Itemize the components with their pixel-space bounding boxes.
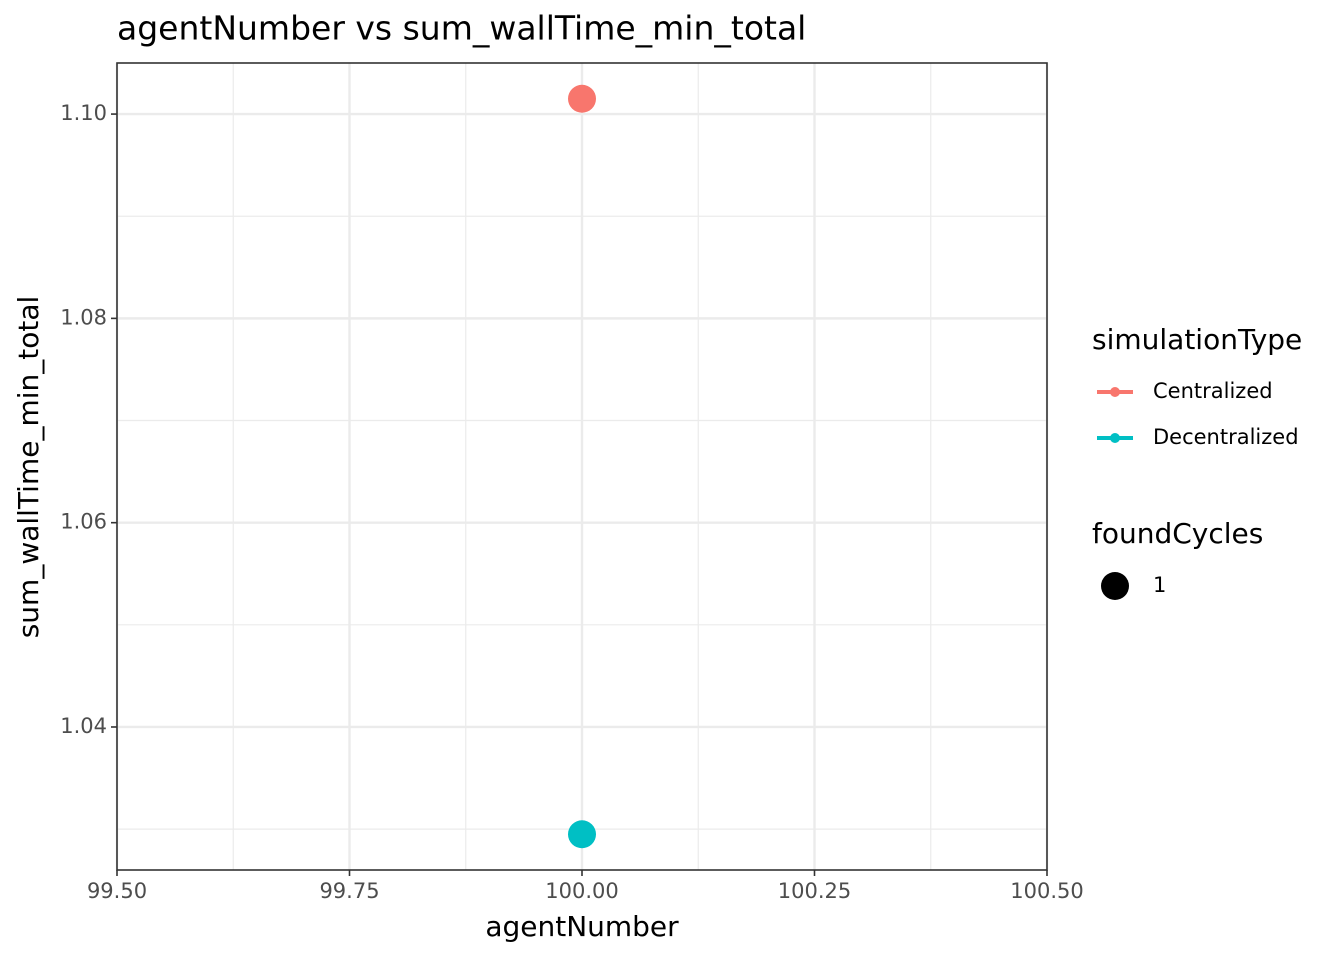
legend-key-point [1110,387,1120,397]
x-axis-label: agentNumber [485,910,679,943]
point [568,84,596,113]
legend-key-point [1110,433,1120,443]
y-tick-label: 1.04 [60,714,107,738]
grid [115,63,1049,870]
axes: 99.50 99.75 100.00 100.25 100.50 1.04 1.06 1.08… [60,101,1084,903]
x-tick-label: 100.00 [545,879,618,903]
legend: simulationType Centralized Decentralized fo… [1092,323,1302,600]
legend-title: simulationType [1092,323,1302,356]
legend-size-key [1101,572,1129,600]
chart-title: agentNumber vs sum_wallTime_min_total [117,9,806,48]
legend-label: Centralized [1153,379,1273,403]
y-tick-label: 1.10 [60,101,107,125]
legend-title: foundCycles [1092,517,1263,550]
point [568,820,596,849]
marks [568,84,596,849]
y-axis-label: sum_wallTime_min_total [12,296,45,639]
y-tick-label: 1.06 [60,510,107,534]
x-tick-label: 99.50 [87,879,147,903]
x-tick-label: 100.25 [778,879,851,903]
x-tick-label: 99.75 [319,879,379,903]
legend-label: 1 [1153,573,1166,597]
legend-label: Decentralized [1153,425,1299,449]
y-tick-label: 1.08 [60,305,107,329]
x-tick-label: 100.50 [1010,879,1083,903]
